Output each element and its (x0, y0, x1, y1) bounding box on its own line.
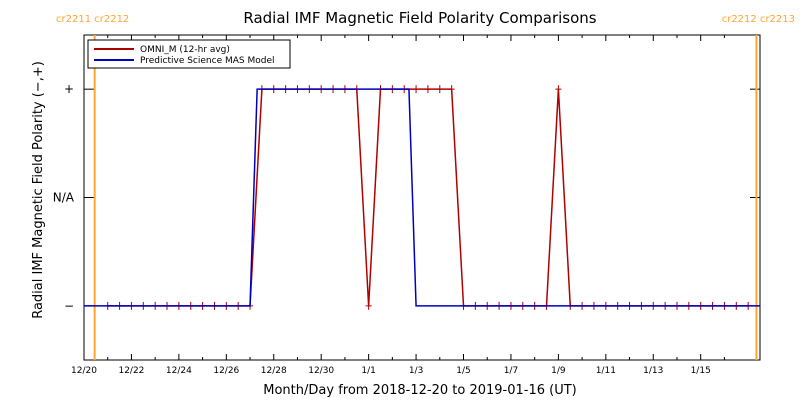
omni-data-point (424, 85, 431, 94)
y-tick-label: + (64, 82, 74, 96)
x-tick-label: 12/22 (118, 366, 144, 376)
y-axis-label: Radial IMF Magnetic Field Polarity (−,+) (31, 61, 46, 319)
chart-title: Radial IMF Magnetic Field Polarity Compa… (243, 9, 596, 27)
x-tick-label: 1/7 (504, 366, 518, 376)
y-tick-label: − (64, 299, 74, 313)
x-tick-label: 12/20 (71, 366, 97, 376)
x-tick-label: 1/1 (361, 366, 375, 376)
x-tick-label: 1/5 (456, 366, 470, 376)
omni-data-point (413, 85, 420, 94)
legend-box (87, 39, 291, 69)
x-tick-label: 1/11 (596, 366, 616, 376)
x-tick-label: 1/9 (551, 366, 566, 376)
y-tick-label: N/A (53, 191, 75, 205)
carrington-label-right: cr2212 cr2213 (722, 14, 795, 25)
omni-data-point (448, 85, 455, 94)
legend-label-omni: OMNI_M (12-hr avg) (140, 45, 230, 55)
legend-label-mas: Predictive Science MAS Model (140, 56, 275, 66)
x-tick-label: 12/28 (261, 366, 287, 376)
x-tick-label: 12/24 (166, 366, 192, 376)
x-tick-label: 1/3 (409, 366, 423, 376)
x-tick-label: 1/15 (691, 366, 711, 376)
legend: OMNI_M (12-hr avg)Predictive Science MAS… (87, 39, 291, 69)
x-tick-label: 12/26 (213, 366, 239, 376)
carrington-label-left: cr2211 cr2212 (56, 14, 129, 25)
omni-series-line (107, 88, 749, 307)
omni-data-point (555, 85, 562, 94)
mas-model-series-line (84, 88, 760, 307)
plot-frame (83, 34, 761, 361)
x-axis-label: Month/Day from 2018-12-20 to 2019-01-16 … (263, 383, 576, 398)
omni-data-point (436, 85, 443, 94)
omni-data-point (365, 301, 372, 310)
x-tick-label: 12/30 (308, 366, 334, 376)
x-tick-label: 1/13 (643, 366, 663, 376)
